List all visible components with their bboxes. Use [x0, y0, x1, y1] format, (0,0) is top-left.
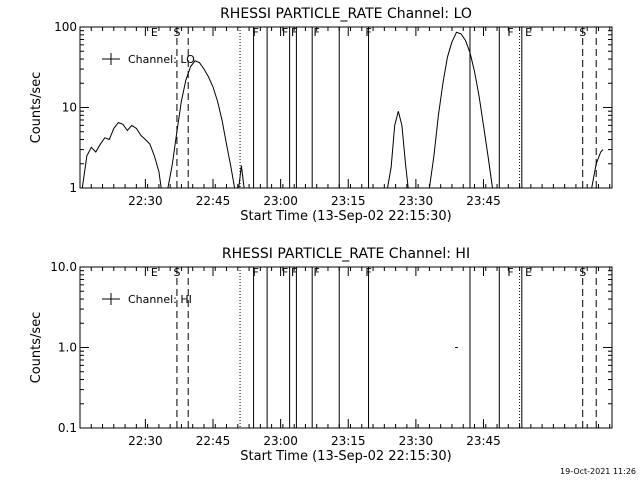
event-marker-label: F — [507, 266, 513, 279]
x-tick-label: 22:45 — [196, 434, 231, 448]
x-tick-label: 22:30 — [128, 194, 163, 208]
timestamp-label: 19-Oct-2021 11:26 — [560, 467, 636, 476]
y-tick-label: 1.0 — [58, 341, 77, 355]
event-marker-label: E — [525, 26, 532, 39]
plot-frame — [79, 26, 613, 189]
event-marker-label: F — [507, 26, 513, 39]
series-segment-0-1 — [167, 60, 236, 189]
event-marker-label: F — [314, 266, 320, 279]
event-marker-label: S — [579, 266, 586, 279]
event-marker-label: F — [365, 266, 371, 279]
y-tick-label: 100 — [54, 20, 77, 34]
plot-frame — [79, 266, 613, 429]
x-axis-label: Start Time (13-Sep-02 22:15:30) — [240, 449, 451, 464]
x-tick-label: 23:45 — [466, 434, 501, 448]
event-marker-label: S — [579, 26, 586, 39]
legend-label: Channel: LO — [128, 53, 195, 66]
y-tick-label: 10.0 — [50, 260, 77, 274]
series-segment-0-0 — [81, 122, 162, 189]
y-tick-label: 1 — [69, 181, 77, 195]
y-axis-label: Counts/sec — [29, 312, 44, 384]
event-marker-label: S — [173, 26, 180, 39]
event-marker-label: F — [365, 26, 371, 39]
event-marker-label: F — [291, 26, 297, 39]
x-tick-label: 22:45 — [196, 194, 231, 208]
x-tick-label: 23:00 — [263, 194, 298, 208]
chart-panel-lo: RHESSI PARTICLE_RATE Channel: LO 1 10 100 22… — [29, 6, 613, 224]
y-tick-label: 10 — [62, 101, 77, 115]
x-tick-label: 23:30 — [399, 434, 434, 448]
x-tick-label: 23:15 — [331, 194, 366, 208]
legend-label: Channel: HI — [128, 293, 192, 306]
event-marker-label: F — [253, 26, 259, 39]
event-marker-label: E — [151, 26, 158, 39]
x-axis-label: Start Time (13-Sep-02 22:15:30) — [240, 209, 451, 224]
x-tick-label: 23:00 — [263, 434, 298, 448]
event-marker-label: S — [173, 266, 180, 279]
chart-panel-hi: RHESSI PARTICLE_RATE Channel: HI 0.1 1.0 10… — [29, 246, 613, 464]
x-tick-label: 23:15 — [331, 434, 366, 448]
x-tick-label: 23:45 — [466, 194, 501, 208]
series-segment-0-4 — [428, 31, 493, 189]
y-tick-label: 0.1 — [58, 421, 77, 435]
event-marker-label: E — [525, 266, 532, 279]
event-marker-label: F — [282, 26, 288, 39]
chart-title: RHESSI PARTICLE_RATE Channel: LO — [220, 6, 472, 22]
series-segment-0-2 — [238, 165, 245, 189]
series-segment-0-5 — [591, 149, 604, 189]
x-tick-label: 23:30 — [399, 194, 434, 208]
event-marker-label: F — [282, 266, 288, 279]
series-segment-0-3 — [387, 111, 409, 189]
event-marker-label: F — [314, 26, 320, 39]
event-marker-label: F — [291, 266, 297, 279]
event-marker-label: F — [253, 266, 259, 279]
x-tick-label: 22:30 — [128, 434, 163, 448]
chart-title: RHESSI PARTICLE_RATE Channel: HI — [222, 246, 470, 262]
y-axis-label: Counts/sec — [29, 72, 44, 144]
event-marker-label: E — [151, 266, 158, 279]
